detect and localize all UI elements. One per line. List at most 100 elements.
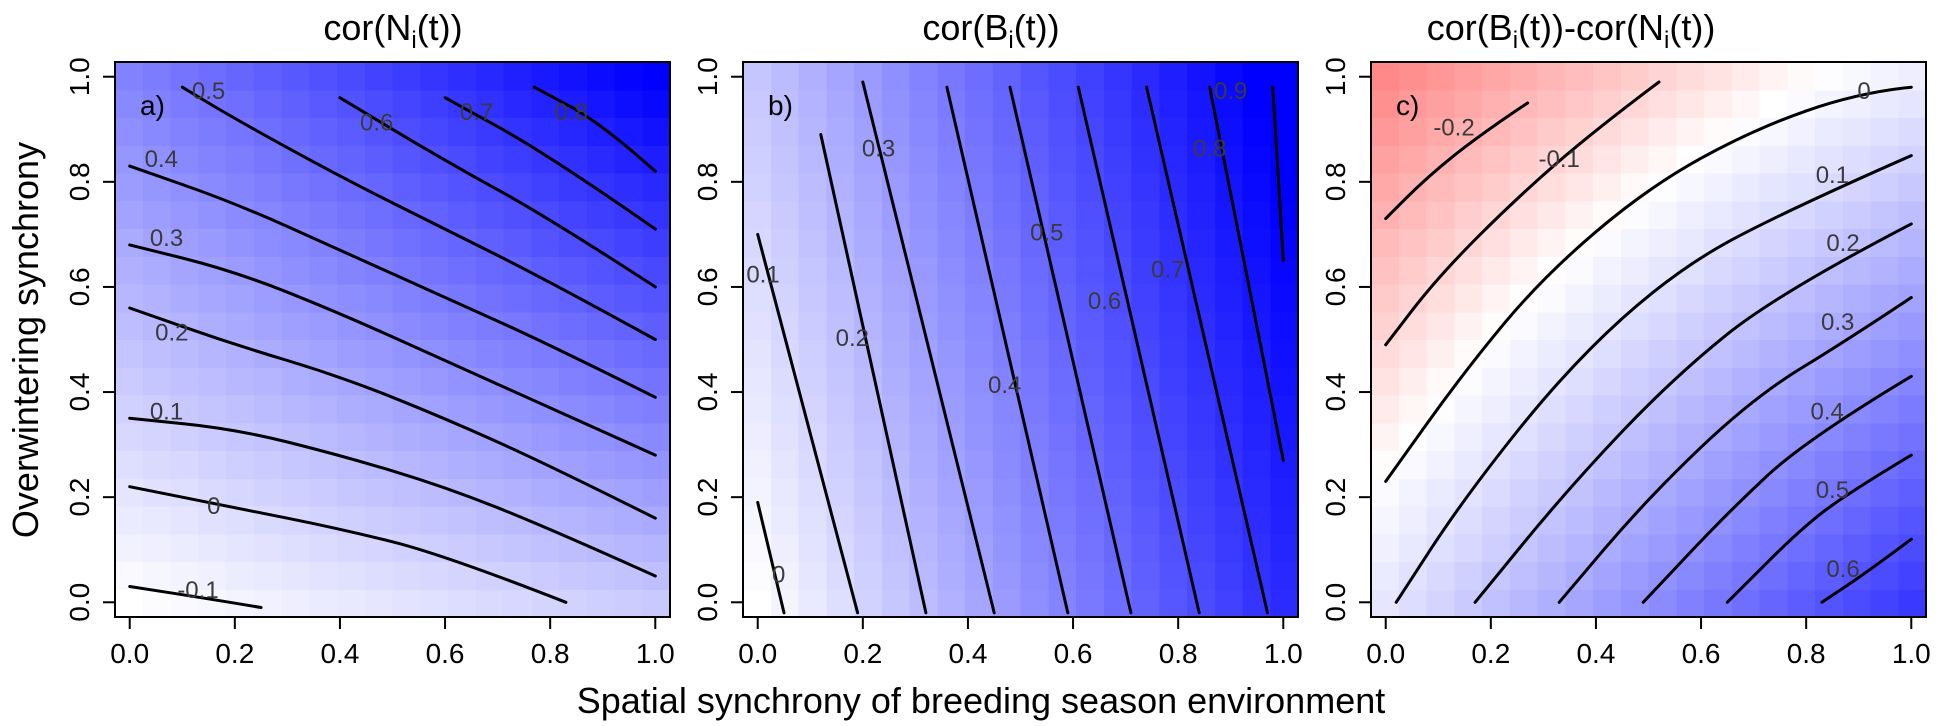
heatmap-cell [909,256,938,285]
heatmap-cell [1537,422,1566,452]
y-tick-label: 0.8 [692,162,723,201]
heatmap-cell [1270,422,1299,452]
heatmap-cell [420,506,449,535]
contour-label: 0.2 [1826,230,1859,257]
heatmap-cell [253,228,283,257]
heatmap-cell [142,62,172,91]
heatmap-cell [1242,339,1271,368]
heatmap-cell [226,311,255,341]
heatmap-cell [1620,228,1650,257]
heatmap-cell [770,339,800,368]
panel-letter: c) [1396,90,1419,121]
heatmap-cell [826,422,855,452]
heatmap-cell [1731,367,1761,396]
heatmap-cell [420,311,449,341]
heatmap-cell [1048,200,1077,230]
heatmap-cell [1593,256,1622,285]
heatmap-cell [770,506,800,535]
heatmap-cell [1482,89,1511,119]
heatmap-cell [1076,200,1105,230]
heatmap-cell [1537,450,1566,479]
heatmap-cell [503,533,532,563]
heatmap-cell [392,367,421,396]
heatmap-cell [448,117,477,146]
heatmap-cell [1731,339,1761,368]
heatmap-cell [909,62,938,91]
heatmap-cell [559,450,588,479]
heatmap-cell [1787,367,1816,396]
heatmap-cell [198,200,227,230]
x-tick-label: 0.4 [1576,638,1615,669]
heatmap-cell [937,117,966,146]
heatmap-cell [503,589,532,618]
heatmap-cell [1648,228,1677,257]
heatmap-cell [826,145,855,174]
heatmap-cell [1898,589,1927,618]
heatmap-cell [364,200,394,230]
heatmap-cell [1787,395,1816,424]
heatmap-cell [1159,589,1188,618]
heatmap-cell [115,62,144,91]
heatmap-cell [364,478,394,507]
heatmap-cell [1454,284,1483,313]
heatmap-cell [1270,450,1299,479]
heatmap-cell [1048,145,1077,174]
heatmap-cell [1048,228,1077,257]
heatmap-cell [503,62,532,91]
heatmap-cell [1371,395,1400,424]
heatmap-cell [226,395,255,424]
contour-label: 0 [1857,78,1870,105]
heatmap-cell [1187,173,1216,202]
heatmap-cells [743,62,1299,618]
heatmap-cell [1131,62,1160,91]
heatmap-cell [448,284,477,313]
heatmap-cell [1676,367,1705,396]
heatmap-cell [226,62,255,91]
heatmap-cell [559,145,588,174]
heatmap-cell [1159,339,1188,368]
heatmap-cell [1648,284,1677,313]
contour-label: 0.9 [1214,78,1247,105]
heatmap-cell [1020,200,1049,230]
contour-line-0_8 [1208,85,1285,462]
heatmap-cell [770,228,800,257]
heatmap-cell [559,367,588,396]
heatmap-cell [614,173,643,202]
heatmap-cell [1020,478,1049,507]
contour-label: 0.1 [1816,162,1849,189]
heatmap-cell [1509,589,1539,618]
heatmap-cell [854,200,883,230]
heatmap-cell [1398,228,1428,257]
heatmap-cell [1131,89,1160,119]
heatmap-cell [909,561,938,590]
heatmap-cell [1648,200,1677,230]
heatmap-cell [1815,311,1844,341]
heatmap-cell [1731,450,1761,479]
heatmap-cell [1242,117,1271,146]
heatmap-cell [1870,589,1899,618]
heatmap-cell [115,311,144,341]
heatmap-cell [1676,561,1705,590]
heatmap-cell [586,256,616,285]
heatmap-cell [1131,256,1160,285]
heatmap-cell [1270,339,1299,368]
heatmap-cell [1870,506,1899,535]
heatmap-cell [770,478,800,507]
contour-line-0_7 [443,96,657,231]
heatmap-cell [1020,256,1049,285]
x-tick-label: 0.6 [1054,638,1093,669]
heatmap-cell [1676,173,1705,202]
contour-label: 0.5 [192,78,225,105]
heatmap-cell [531,533,560,563]
heatmap-cell [475,62,505,91]
heatmap-cell [743,62,772,91]
heatmap-cell [420,589,449,618]
heatmap-cell [1509,395,1539,424]
heatmap-cell [420,561,449,590]
heatmap-cell [1371,506,1400,535]
heatmap-cell [1898,533,1927,563]
heatmap-cell [1454,589,1483,618]
heatmap-cell [1620,478,1650,507]
heatmap-cell [1187,200,1216,230]
heatmap-cell [142,561,172,590]
